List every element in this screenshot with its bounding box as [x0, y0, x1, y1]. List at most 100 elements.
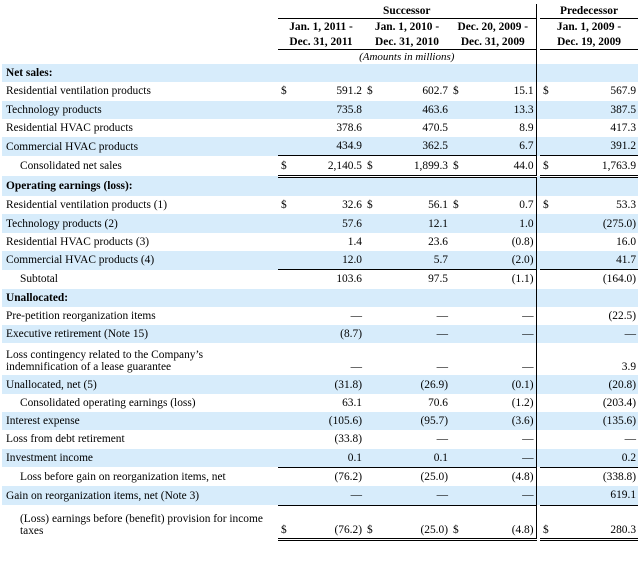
currency-symbol: $	[450, 504, 464, 541]
row-label-unallocated-net-5: Unallocated, net (5)	[2, 375, 278, 394]
currency-symbol: $	[367, 85, 373, 98]
table-row: Consolidated net sales $2,140.5 $1,899.3 $4…	[2, 155, 639, 178]
table-row: Gain on reorganization items, net (Note …	[2, 486, 639, 506]
row-label-consolidated-net-sales: Consolidated net sales	[20, 160, 122, 173]
cell-2010: —	[436, 310, 448, 322]
cell-2011: 378.6	[336, 122, 362, 135]
cell-2011: 591.2	[336, 85, 362, 98]
table-row: Unallocated, net (5) (31.8) (26.9) (0.1) (20…	[2, 375, 639, 394]
currency-symbol: $	[453, 199, 459, 212]
units-row: (Amounts in millions)	[2, 49, 638, 64]
cell-2010: (25.0)	[378, 466, 450, 487]
predecessor-header: Predecessor	[540, 4, 639, 19]
cell-2009-dec: —	[522, 433, 534, 446]
header-period-start-row: Jan. 1, 2011 - Jan. 1, 2010 - Dec. 20, 2…	[2, 18, 638, 34]
header-period-end-row: Dec. 31, 2011 Dec. 31, 2010 Dec. 31, 200…	[2, 34, 639, 50]
cell-2009-predecessor: 53.3	[616, 199, 637, 212]
col-header-2011-end: Dec. 31, 2011	[278, 34, 364, 50]
cell-2011: 1.4	[347, 235, 362, 248]
col-header-2009a-end: Dec. 19, 2009	[540, 34, 639, 50]
cell-2010: 12.1	[378, 214, 450, 233]
row-label-residential-ventilation-products-1: Residential ventilation products (1)	[6, 199, 168, 212]
cell-2010: 5.7	[378, 250, 450, 270]
cell-2009-dec: (1.2)	[511, 396, 534, 409]
table-row: Residential HVAC products 378.6 470.5 8.9 41…	[2, 118, 638, 138]
cell-2009-predecessor: 417.3	[610, 122, 637, 135]
cell-2010: 463.6	[378, 100, 450, 119]
cell-2010: (95.7)	[378, 412, 450, 431]
table-row: Interest expense (105.6) (95.7) (3.6) (135.6…	[2, 412, 639, 431]
cell-2010: —	[436, 361, 448, 374]
row-label-commercial-hvac-products-4: Commercial HVAC products (4)	[2, 250, 278, 270]
table-row: Residential ventilation products $591.2 $6…	[2, 82, 638, 101]
cell-2009-dec: 1.0	[464, 214, 537, 233]
row-label-net-sales: Net sales:	[2, 64, 278, 83]
row-label-loss-before-gain-on-reorganization-items-net: Loss before gain on reorganization items…	[20, 470, 226, 483]
financial-table: Successor Predecessor Jan. 1, 2011 - Jan…	[2, 4, 639, 541]
row-label-residential-hvac-products-3: Residential HVAC products (3)	[6, 235, 150, 248]
currency-symbol: $	[540, 504, 555, 541]
row-label-subtotal: Subtotal	[20, 273, 58, 286]
cell-2011: 434.9	[292, 137, 364, 156]
cell-2009-dec: (0.1)	[464, 375, 537, 394]
cell-2009-predecessor: (20.8)	[554, 375, 639, 394]
currency-symbol: $	[281, 85, 287, 98]
cell-2011: 0.1	[292, 448, 364, 468]
row-label-consolidated-operating-earnings-loss: Consolidated operating earnings (loss)	[20, 396, 196, 409]
cell-2010: —	[378, 486, 450, 506]
row-label-investment-income: Investment income	[2, 448, 278, 468]
currency-symbol: $	[367, 199, 373, 212]
cell-2011: 12.0	[292, 250, 364, 270]
cell-2009-predecessor: (22.5)	[608, 310, 637, 322]
cell-2010: (25.0)	[378, 504, 450, 541]
cell-2009-predecessor: 387.5	[554, 100, 639, 119]
cell-2011: (105.6)	[292, 412, 364, 431]
cell-2009-dec: (2.0)	[464, 250, 537, 270]
table-row: Technology products 735.8 463.6 13.3 387.5	[2, 100, 639, 119]
currency-symbol: $	[543, 199, 549, 212]
cell-2009-dec: 15.1	[513, 85, 534, 98]
table-row: Loss contingency related to the Company’…	[2, 343, 638, 376]
row-label-pre-petition-reorganization-items: Pre-petition reorganization items	[6, 310, 156, 322]
cell-2011: —	[292, 486, 364, 506]
cell-2009-dec: —	[522, 361, 534, 374]
table-row: Subtotal 103.6 97.5 (1.1) (164.0)	[2, 269, 639, 289]
cell-2011: 735.8	[292, 100, 364, 119]
section-header-row: Net sales:	[2, 64, 639, 83]
col-header-2009a-start: Jan. 1, 2009 -	[556, 20, 622, 33]
cell-2009-dec: 0.7	[519, 199, 534, 212]
cell-2009-predecessor: (164.0)	[554, 269, 639, 289]
table-row: Pre-petition reorganization items — — — (22.…	[2, 306, 638, 326]
cell-2010: 362.5	[378, 137, 450, 156]
cell-2009-predecessor: 280.3	[554, 504, 639, 541]
row-label-interest-expense: Interest expense	[2, 412, 278, 431]
row-label-loss-earnings-before-benefit-provision-for-incom: (Loss) earnings before (benefit) provisi…	[20, 513, 263, 537]
cell-2010: 602.7	[422, 85, 448, 98]
row-label-technology-products-2: Technology products (2)	[2, 214, 278, 233]
cell-2010: 0.1	[378, 448, 450, 468]
cell-2011: 2,140.5	[292, 155, 364, 178]
cell-2009-predecessor: 16.0	[616, 235, 637, 248]
cell-2009-predecessor: (203.4)	[602, 396, 637, 409]
table-row: Loss before gain on reorganization items…	[2, 466, 639, 487]
cell-2011: (33.8)	[334, 433, 362, 446]
currency-symbol: $	[450, 155, 464, 178]
table-row: Commercial HVAC products (4) 12.0 5.7 (2.0)…	[2, 250, 639, 270]
cell-2009-predecessor: 3.9	[621, 361, 637, 374]
cell-2010: 56.1	[428, 199, 448, 212]
cell-2010: 97.5	[378, 269, 450, 289]
units-note: (Amounts in millions)	[359, 51, 455, 63]
cell-2009-dec: —	[464, 325, 537, 344]
cell-2009-dec: (1.1)	[464, 269, 537, 289]
cell-2010: —	[378, 325, 450, 344]
cell-2009-predecessor: 619.1	[554, 486, 639, 506]
cell-2011: (76.2)	[292, 504, 364, 541]
cell-2009-dec: (3.6)	[464, 412, 537, 431]
table-row: Executive retirement (Note 15) (8.7) — — —	[2, 325, 639, 344]
cell-2010: 1,899.3	[378, 155, 450, 178]
row-label-gain-on-reorganization-items-net-note-3: Gain on reorganization items, net (Note …	[2, 486, 278, 506]
cell-2011: —	[350, 310, 362, 322]
cell-2011: (8.7)	[292, 325, 364, 344]
cell-2009-predecessor: 391.2	[554, 137, 639, 156]
table-row: Residential HVAC products (3) 1.4 23.6 (0.8…	[2, 232, 638, 251]
